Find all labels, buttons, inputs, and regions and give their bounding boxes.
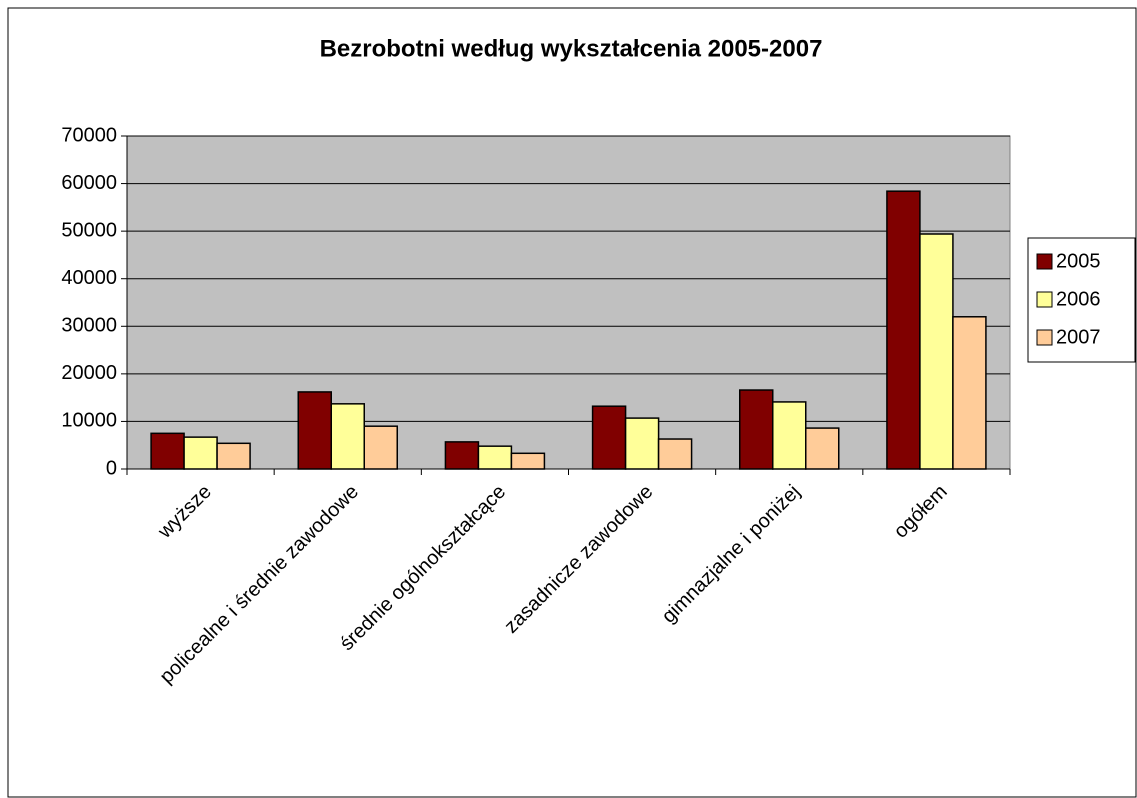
legend-swatch (1036, 253, 1053, 270)
y-tick-label: 30000 (61, 315, 117, 337)
legend-swatch (1036, 329, 1053, 346)
legend-label: 2006 (1056, 288, 1101, 310)
y-tick-label: 10000 (61, 410, 117, 432)
chart-title: Bezrobotni według wykształcenia 2005-200… (320, 35, 823, 62)
legend-label: 2007 (1056, 326, 1101, 348)
y-tick-label: 70000 (61, 124, 117, 146)
bar (772, 401, 807, 470)
legend-swatch (1036, 291, 1053, 308)
bar (805, 427, 840, 470)
bar (444, 441, 480, 470)
bar (919, 233, 954, 470)
bar (150, 432, 185, 470)
bar (657, 438, 693, 470)
plot-area (126, 135, 1011, 470)
bar (510, 452, 546, 470)
bar (183, 436, 218, 470)
y-tick-label: 40000 (61, 267, 117, 289)
bar (297, 391, 332, 470)
bar (216, 442, 251, 470)
bar (477, 445, 513, 470)
bar (739, 389, 774, 470)
y-tick-label: 20000 (61, 362, 117, 384)
bar (624, 417, 660, 470)
bar (330, 403, 365, 470)
y-tick-label: 0 (106, 457, 117, 479)
y-tick-label: 60000 (61, 172, 117, 194)
bar (886, 190, 921, 470)
bar (591, 405, 627, 470)
bar (952, 316, 987, 470)
bar (363, 425, 398, 470)
legend-label: 2005 (1056, 250, 1101, 272)
y-tick-label: 50000 (61, 219, 117, 241)
